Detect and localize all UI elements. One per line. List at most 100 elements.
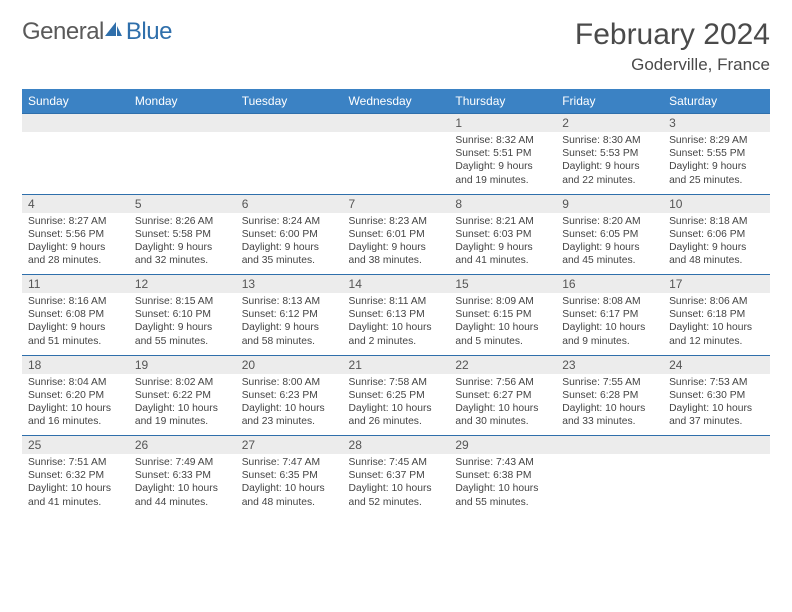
daylight-text: Daylight: 9 hours and 45 minutes. [562, 241, 657, 267]
day-detail-cell: Sunrise: 8:32 AMSunset: 5:51 PMDaylight:… [449, 132, 556, 194]
sunrise-text: Sunrise: 8:02 AM [135, 376, 230, 389]
day-detail-cell [556, 454, 663, 516]
day-number-cell: 21 [343, 355, 450, 374]
daylight-text: Daylight: 9 hours and 22 minutes. [562, 160, 657, 186]
sunrise-text: Sunrise: 8:16 AM [28, 295, 123, 308]
day-detail-cell: Sunrise: 8:02 AMSunset: 6:22 PMDaylight:… [129, 374, 236, 436]
day-detail-cell: Sunrise: 8:09 AMSunset: 6:15 PMDaylight:… [449, 293, 556, 355]
sunset-text: Sunset: 6:20 PM [28, 389, 123, 402]
day-number [556, 436, 663, 452]
daylight-text: Daylight: 9 hours and 51 minutes. [28, 321, 123, 347]
day-detail-cell: Sunrise: 8:24 AMSunset: 6:00 PMDaylight:… [236, 213, 343, 275]
sunset-text: Sunset: 6:38 PM [455, 469, 550, 482]
daylight-text: Daylight: 10 hours and 5 minutes. [455, 321, 550, 347]
day-detail-cell: Sunrise: 8:29 AMSunset: 5:55 PMDaylight:… [663, 132, 770, 194]
sunrise-text: Sunrise: 7:45 AM [349, 456, 444, 469]
sunset-text: Sunset: 6:37 PM [349, 469, 444, 482]
sunrise-text: Sunrise: 7:49 AM [135, 456, 230, 469]
daylight-text: Daylight: 10 hours and 16 minutes. [28, 402, 123, 428]
day-detail-cell [236, 132, 343, 194]
daylight-text: Daylight: 10 hours and 2 minutes. [349, 321, 444, 347]
sunrise-text: Sunrise: 8:06 AM [669, 295, 764, 308]
sunrise-text: Sunrise: 7:55 AM [562, 376, 657, 389]
weekday-header: Saturday [663, 89, 770, 114]
day-number: 5 [129, 195, 236, 213]
day-number-cell [22, 114, 129, 133]
day-number: 1 [449, 114, 556, 132]
day-number: 3 [663, 114, 770, 132]
sunset-text: Sunset: 6:13 PM [349, 308, 444, 321]
day-number-cell: 9 [556, 194, 663, 213]
day-number: 24 [663, 356, 770, 374]
day-number: 26 [129, 436, 236, 454]
day-number-row: 45678910 [22, 194, 770, 213]
day-number-row: 11121314151617 [22, 275, 770, 294]
day-number: 29 [449, 436, 556, 454]
daylight-text: Daylight: 10 hours and 23 minutes. [242, 402, 337, 428]
logo: General Blue [22, 18, 172, 46]
sunset-text: Sunset: 5:53 PM [562, 147, 657, 160]
day-number: 9 [556, 195, 663, 213]
day-number-cell: 29 [449, 436, 556, 455]
day-number: 28 [343, 436, 450, 454]
day-number: 6 [236, 195, 343, 213]
day-number-cell: 14 [343, 275, 450, 294]
day-number-cell: 23 [556, 355, 663, 374]
day-number: 20 [236, 356, 343, 374]
day-detail-cell: Sunrise: 7:47 AMSunset: 6:35 PMDaylight:… [236, 454, 343, 516]
day-number-cell [663, 436, 770, 455]
day-detail-cell: Sunrise: 7:49 AMSunset: 6:33 PMDaylight:… [129, 454, 236, 516]
day-detail-cell: Sunrise: 8:30 AMSunset: 5:53 PMDaylight:… [556, 132, 663, 194]
day-detail-cell: Sunrise: 8:26 AMSunset: 5:58 PMDaylight:… [129, 213, 236, 275]
sunrise-text: Sunrise: 8:24 AM [242, 215, 337, 228]
day-detail-cell [129, 132, 236, 194]
day-number-cell: 3 [663, 114, 770, 133]
day-number-cell: 5 [129, 194, 236, 213]
daylight-text: Daylight: 10 hours and 26 minutes. [349, 402, 444, 428]
title-block: February 2024 Goderville, France [575, 18, 770, 75]
day-number: 21 [343, 356, 450, 374]
page-header: General Blue February 2024 Goderville, F… [22, 18, 770, 75]
daylight-text: Daylight: 10 hours and 52 minutes. [349, 482, 444, 508]
daylight-text: Daylight: 9 hours and 25 minutes. [669, 160, 764, 186]
day-number [129, 114, 236, 130]
day-number-cell: 15 [449, 275, 556, 294]
sunset-text: Sunset: 6:03 PM [455, 228, 550, 241]
logo-sail-icon [102, 18, 124, 46]
day-number [236, 114, 343, 130]
daylight-text: Daylight: 9 hours and 41 minutes. [455, 241, 550, 267]
day-detail-row: Sunrise: 8:16 AMSunset: 6:08 PMDaylight:… [22, 293, 770, 355]
sunset-text: Sunset: 5:55 PM [669, 147, 764, 160]
day-number-cell: 28 [343, 436, 450, 455]
daylight-text: Daylight: 10 hours and 30 minutes. [455, 402, 550, 428]
day-detail-cell: Sunrise: 8:11 AMSunset: 6:13 PMDaylight:… [343, 293, 450, 355]
day-number [343, 114, 450, 130]
sunset-text: Sunset: 6:18 PM [669, 308, 764, 321]
day-number-row: 18192021222324 [22, 355, 770, 374]
sunrise-text: Sunrise: 8:27 AM [28, 215, 123, 228]
daylight-text: Daylight: 9 hours and 19 minutes. [455, 160, 550, 186]
daylight-text: Daylight: 10 hours and 55 minutes. [455, 482, 550, 508]
sunset-text: Sunset: 5:56 PM [28, 228, 123, 241]
day-detail-row: Sunrise: 8:04 AMSunset: 6:20 PMDaylight:… [22, 374, 770, 436]
logo-text-general: General [22, 18, 104, 46]
sunset-text: Sunset: 6:08 PM [28, 308, 123, 321]
day-number-cell: 17 [663, 275, 770, 294]
day-number-cell: 16 [556, 275, 663, 294]
day-detail-cell: Sunrise: 7:45 AMSunset: 6:37 PMDaylight:… [343, 454, 450, 516]
sunset-text: Sunset: 6:00 PM [242, 228, 337, 241]
day-number: 16 [556, 275, 663, 293]
daylight-text: Daylight: 9 hours and 35 minutes. [242, 241, 337, 267]
day-number-cell: 10 [663, 194, 770, 213]
day-number: 13 [236, 275, 343, 293]
day-number-cell: 7 [343, 194, 450, 213]
day-detail-cell: Sunrise: 8:15 AMSunset: 6:10 PMDaylight:… [129, 293, 236, 355]
weekday-header: Tuesday [236, 89, 343, 114]
day-number: 7 [343, 195, 450, 213]
day-number: 11 [22, 275, 129, 293]
day-detail-cell: Sunrise: 8:20 AMSunset: 6:05 PMDaylight:… [556, 213, 663, 275]
location-label: Goderville, France [575, 55, 770, 75]
day-number-cell: 4 [22, 194, 129, 213]
day-number-row: 2526272829 [22, 436, 770, 455]
sunset-text: Sunset: 6:01 PM [349, 228, 444, 241]
